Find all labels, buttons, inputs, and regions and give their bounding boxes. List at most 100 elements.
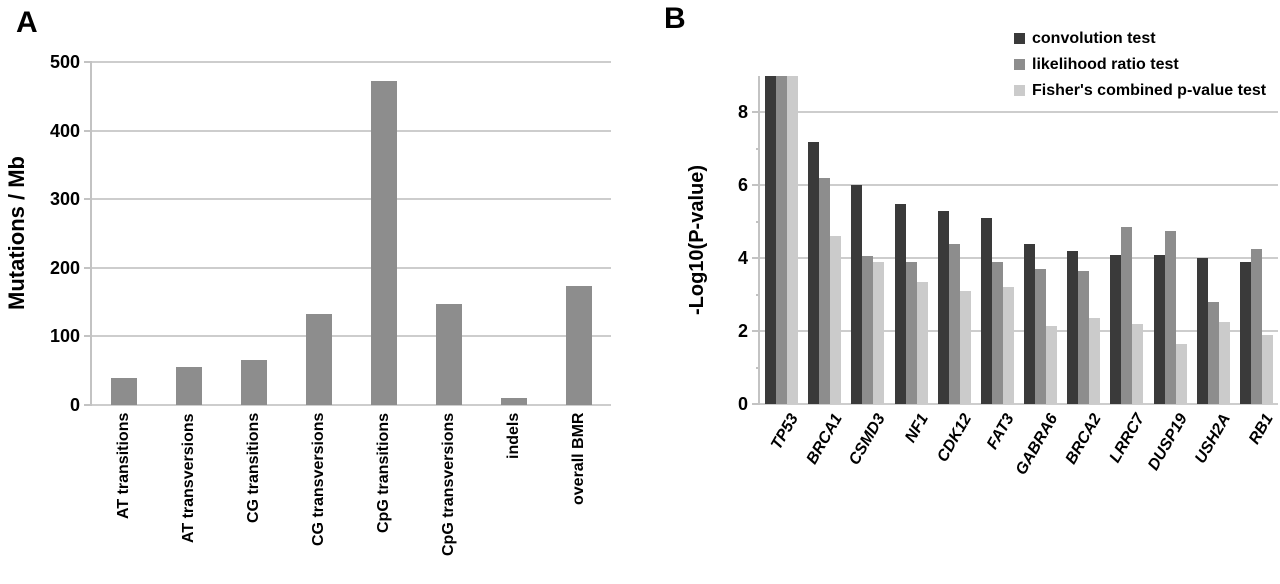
- y-tick-mark: [84, 129, 92, 132]
- bar: [937, 210, 949, 404]
- gridline: [92, 266, 611, 269]
- panel-a-label: A: [16, 6, 38, 39]
- bar: [830, 236, 842, 404]
- y-tick-label: 200: [49, 257, 80, 278]
- gridline: [760, 403, 1278, 405]
- y-tick-mark: [752, 184, 760, 187]
- bar: [765, 76, 777, 404]
- legend-label: Fisher's combined p-value test: [1032, 81, 1267, 99]
- y-axis-line: [758, 76, 760, 404]
- legend-label: likelihood ratio test: [1032, 55, 1179, 73]
- legend-swatch-icon: [1014, 59, 1025, 70]
- gridline: [760, 257, 1278, 260]
- bar: [1175, 343, 1187, 404]
- bar: [1002, 287, 1014, 404]
- bar: [959, 291, 971, 404]
- y-tick-mark: [84, 404, 92, 406]
- panel-b-legend: convolution test likelihood ratio test Fis…: [1014, 28, 1266, 101]
- bar: [1078, 271, 1090, 404]
- bar: [894, 203, 906, 404]
- x-category-label: indels: [504, 413, 522, 460]
- bar: [1250, 249, 1262, 404]
- legend-swatch-icon: [1014, 85, 1025, 96]
- bar: [1196, 258, 1208, 404]
- y-tick-mark: [752, 330, 760, 333]
- bar: [1207, 302, 1219, 404]
- bar: [905, 261, 917, 404]
- bar: [873, 261, 885, 404]
- y-tick-mark: [84, 198, 92, 201]
- gridline: [760, 184, 1278, 187]
- y-tick-mark: [752, 111, 760, 114]
- bar: [1239, 261, 1251, 404]
- y-tick-mark: [84, 266, 92, 269]
- y-tick-label: 300: [49, 189, 80, 210]
- panel-a-plot-area: 0 100 200 300 400 500 AT transitions AT transve…: [50, 52, 611, 556]
- bar: [1067, 250, 1079, 404]
- x-category-label: CpG transversions: [439, 413, 457, 557]
- gridline: [92, 129, 611, 132]
- bar: [851, 185, 863, 404]
- bar: [435, 303, 462, 405]
- bar: [1046, 325, 1058, 404]
- y-tick-mark: [752, 257, 760, 260]
- bar: [241, 359, 268, 405]
- bar: [948, 243, 960, 404]
- gridline: [92, 335, 611, 338]
- x-category-label: BRCA2: [1062, 411, 1105, 468]
- gridline: [760, 111, 1278, 114]
- panel-b-plot-area: 0 2 4 6 8 TP53 BRCA1 CSMD3 NF1 CDK12 FAT3 GABRA6 BRC…: [738, 76, 1278, 478]
- y-tick-label: 500: [49, 52, 80, 72]
- x-category-label: CDK12: [934, 411, 975, 465]
- gridline: [760, 330, 1278, 333]
- bar: [980, 218, 992, 404]
- bar: [1035, 269, 1047, 404]
- bar: [111, 377, 138, 405]
- x-category-label: DUSP19: [1144, 411, 1191, 474]
- x-category-label: CpG transitions: [374, 413, 392, 534]
- x-category-label: CG transversions: [310, 413, 328, 547]
- y-tick-label: 6: [737, 175, 748, 196]
- bar: [1132, 323, 1144, 404]
- x-category-label: GABRA6: [1012, 411, 1062, 479]
- legend-item: likelihood ratio test: [1014, 54, 1266, 75]
- x-category-label: FAT3: [984, 411, 1019, 453]
- x-category-label: CSMD3: [845, 411, 889, 469]
- bar: [819, 178, 831, 404]
- x-category-label: NF1: [901, 411, 932, 446]
- y-tick-label: 400: [49, 120, 80, 141]
- bar: [370, 80, 397, 405]
- bar: [916, 281, 928, 404]
- legend-item: convolution test: [1014, 28, 1266, 49]
- bar: [1089, 318, 1101, 404]
- bar: [306, 313, 333, 405]
- bar: [808, 141, 820, 404]
- panel-a-y-axis-title: Mutations / Mb: [4, 156, 29, 311]
- bar: [500, 397, 527, 405]
- bar: [776, 76, 788, 404]
- x-category-label: overall BMR: [569, 413, 587, 506]
- bar: [1218, 322, 1230, 404]
- legend-label: convolution test: [1032, 29, 1156, 47]
- y-tick-label: 2: [737, 321, 748, 342]
- y-tick-mark: [84, 335, 92, 338]
- legend-swatch-icon: [1014, 33, 1025, 44]
- bar: [787, 76, 799, 404]
- gridline: [92, 61, 611, 63]
- gridline: [92, 198, 611, 201]
- y-tick-label: 100: [49, 326, 80, 347]
- bar: [1261, 334, 1273, 404]
- x-category-label: BRCA1: [803, 411, 846, 468]
- x-category-label: TP53: [768, 411, 803, 453]
- x-category-label: RB1: [1246, 411, 1278, 448]
- y-tick-label: 8: [737, 102, 748, 123]
- legend-item: Fisher's combined p-value test: [1014, 80, 1266, 101]
- bar: [1110, 254, 1122, 404]
- bar: [1024, 243, 1036, 404]
- panel-b-y-axis-title: -Log10(P-value): [686, 164, 708, 316]
- bar: [1153, 254, 1165, 404]
- x-category-label: AT transitions: [115, 413, 133, 520]
- x-category-label: CG transitions: [245, 413, 263, 524]
- gridline: [92, 404, 611, 406]
